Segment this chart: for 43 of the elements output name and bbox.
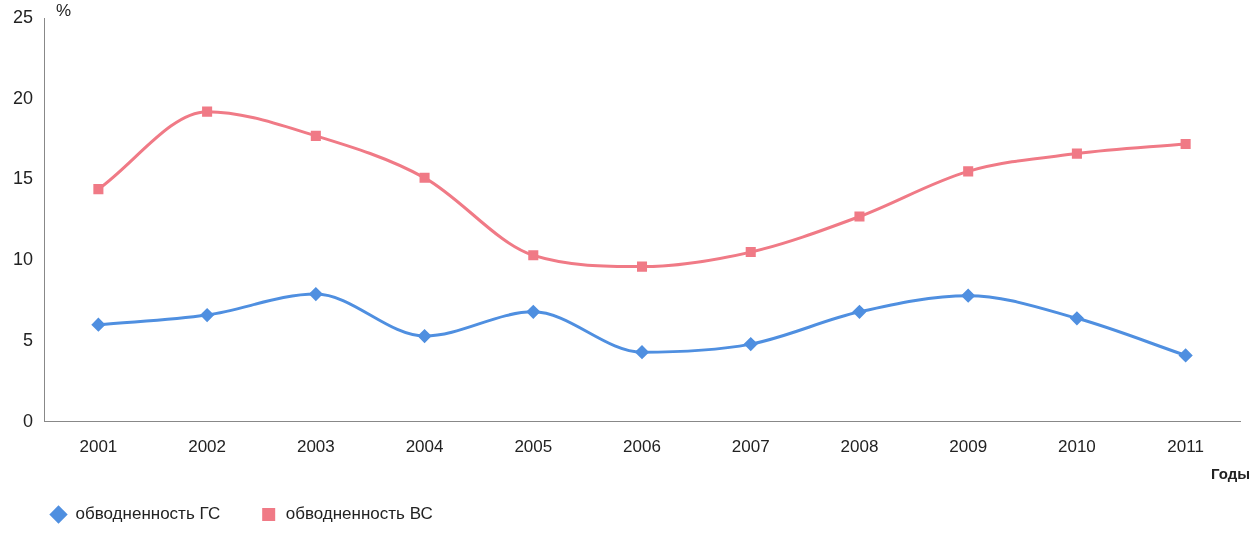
- point: [1180, 138, 1191, 149]
- x-tick-label: 2003: [296, 437, 335, 457]
- x-tick-label: 2009: [949, 437, 988, 457]
- point: [419, 172, 430, 183]
- point: [961, 289, 975, 303]
- x-tick-label: 2001: [79, 437, 118, 457]
- point: [93, 184, 104, 195]
- y-axis-title: %: [56, 1, 72, 21]
- point: [200, 308, 214, 322]
- x-tick-label: 2007: [731, 437, 770, 457]
- point: [1179, 348, 1193, 362]
- legend-label: обводненность ГС: [75, 504, 221, 524]
- point: [745, 247, 756, 258]
- point: [744, 337, 758, 351]
- point: [202, 106, 213, 117]
- point: [310, 130, 321, 141]
- point: [1070, 311, 1084, 325]
- y-tick-label: 25: [12, 6, 34, 27]
- x-tick-label: 2005: [514, 437, 553, 457]
- y-tick-label: 0: [23, 410, 34, 431]
- x-tick-label: 2002: [188, 437, 227, 457]
- y-tick-label: 10: [12, 249, 34, 270]
- point: [309, 287, 323, 301]
- point: [635, 345, 649, 359]
- point: [526, 305, 540, 319]
- y-tick-label: 5: [23, 329, 34, 350]
- point: [963, 166, 974, 177]
- point: [91, 318, 105, 332]
- x-tick-label: 2008: [840, 437, 879, 457]
- x-tick-label: 2004: [405, 437, 444, 457]
- y-tick-label: 15: [12, 168, 34, 189]
- x-tick-label: 2006: [623, 437, 661, 457]
- point: [854, 211, 865, 222]
- x-tick-label: 2010: [1058, 437, 1096, 457]
- point: [528, 250, 539, 261]
- point: [1071, 148, 1082, 159]
- x-axis-title: Годы: [1210, 465, 1250, 483]
- point: [418, 329, 432, 343]
- legend-label: обводненность ВС: [285, 504, 433, 524]
- x-tick-label: 2011: [1167, 437, 1204, 457]
- point: [636, 261, 648, 272]
- y-tick-label: 20: [12, 87, 34, 108]
- point: [852, 305, 866, 319]
